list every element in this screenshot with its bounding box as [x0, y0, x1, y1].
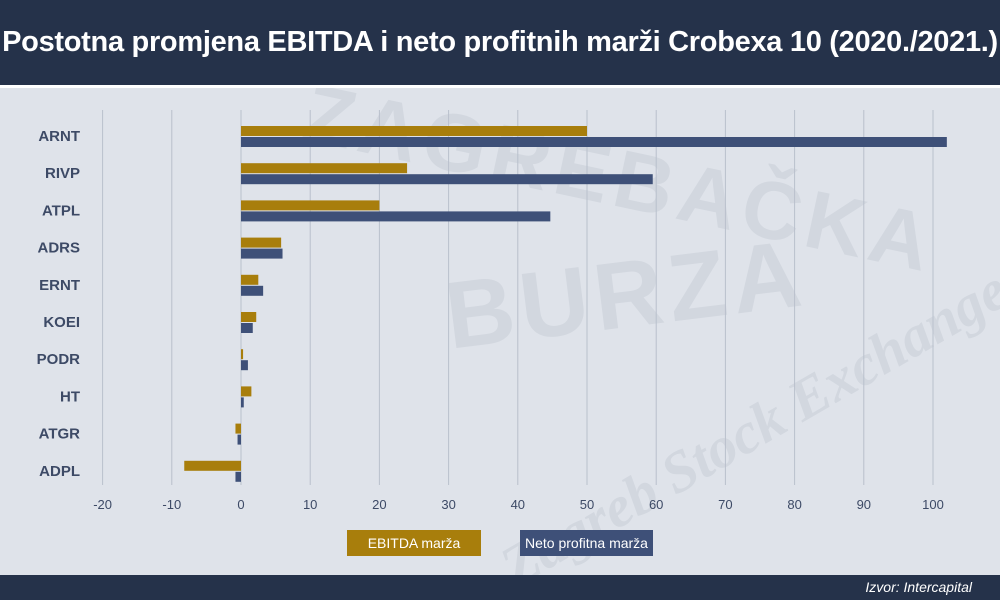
bar-ebitda-podr: [241, 349, 244, 360]
x-tick-label: -20: [93, 497, 112, 512]
bar-ebitda-rivp: [241, 163, 408, 174]
chart-area: ZAGREBAČKA BURZA Zagreb Stock Exchange A…: [37, 88, 1000, 575]
bar-neto-atgr: [237, 434, 241, 445]
x-tick-label: 40: [511, 497, 525, 512]
x-tick-label: 30: [441, 497, 455, 512]
bar-neto-arnt: [241, 137, 947, 147]
bar-neto-rivp: [241, 174, 653, 185]
x-tick-label: 70: [718, 497, 732, 512]
category-label: ATPL: [42, 202, 80, 219]
category-label: ERNT: [39, 277, 80, 294]
bar-neto-atpl: [241, 211, 551, 222]
x-tick-label: 100: [922, 497, 944, 512]
bar-ebitda-ht: [241, 386, 252, 397]
legend-ebitda-label: EBITDA marža: [367, 535, 461, 551]
source-note: Izvor: Intercapital: [865, 579, 972, 595]
bar-neto-ernt: [241, 285, 264, 296]
x-tick-label: 20: [372, 497, 386, 512]
x-tick-label: 50: [580, 497, 594, 512]
bar-ebitda-adpl: [184, 460, 241, 471]
x-tick-label: 60: [649, 497, 663, 512]
bar-ebitda-koei: [241, 312, 257, 322]
category-label: ARNT: [38, 128, 80, 145]
x-tick-labels: -20 -10 0 10 20 30 40 50 60 70 80 90 100: [93, 497, 944, 512]
legend-neto-label: Neto profitna marža: [525, 535, 648, 551]
category-label: ADRS: [37, 240, 80, 257]
legend-neto: Neto profitna marža: [520, 530, 653, 556]
x-tick-label: 0: [237, 497, 244, 512]
x-tick-label: 10: [303, 497, 317, 512]
chart-title: Postotna promjena EBITDA i neto profitni…: [2, 26, 998, 58]
category-label: ATGR: [39, 426, 81, 443]
bar-neto-koei: [241, 323, 253, 333]
bar-ebitda-ernt: [241, 274, 259, 285]
category-label: ADPL: [39, 463, 80, 480]
bar-ebitda-atpl: [241, 200, 380, 211]
category-label: PODR: [37, 351, 81, 368]
bar-neto-ht: [241, 397, 244, 408]
watermark-logo: ZAGREBAČKA BURZA Zagreb Stock Exchange: [296, 88, 1000, 575]
bar-neto-podr: [241, 360, 248, 371]
x-tick-label: 90: [857, 497, 871, 512]
bar-ebitda-adrs: [241, 237, 282, 248]
category-label: HT: [60, 388, 80, 405]
footer-bar: Izvor: Intercapital: [0, 575, 1000, 600]
bars: [184, 126, 947, 482]
bar-ebitda-atgr: [235, 423, 241, 434]
header-bar: Postotna promjena EBITDA i neto profitni…: [0, 0, 1000, 88]
bar-neto-adrs: [241, 248, 283, 259]
bar-ebitda-arnt: [241, 126, 587, 136]
x-tick-label: 80: [787, 497, 801, 512]
svg-text:BURZA: BURZA: [440, 220, 813, 369]
category-label: RIVP: [45, 165, 80, 182]
legend-ebitda: EBITDA marža: [347, 530, 481, 556]
bar-neto-adpl: [235, 471, 241, 482]
category-label: KOEI: [43, 314, 80, 331]
x-tick-label: -10: [162, 497, 181, 512]
category-labels: ARNT RIVP ATPL ADRS ERNT KOEI PODR HT ATGR ADPL: [37, 128, 81, 480]
